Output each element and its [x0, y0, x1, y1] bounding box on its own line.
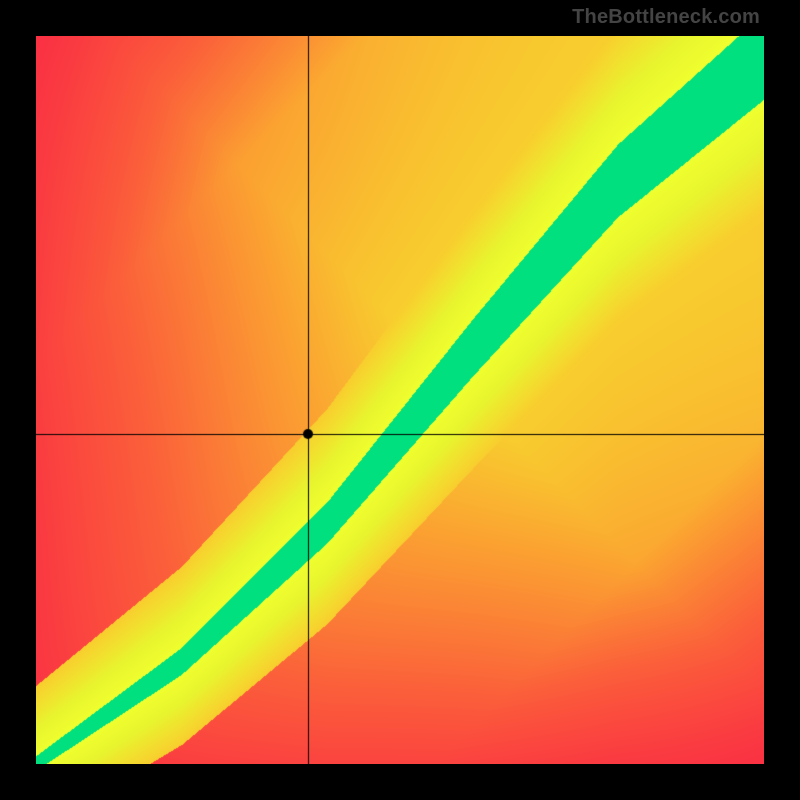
heatmap-canvas: [36, 36, 764, 764]
watermark-text: TheBottleneck.com: [572, 6, 760, 29]
chart-frame: TheBottleneck.com: [0, 0, 800, 800]
